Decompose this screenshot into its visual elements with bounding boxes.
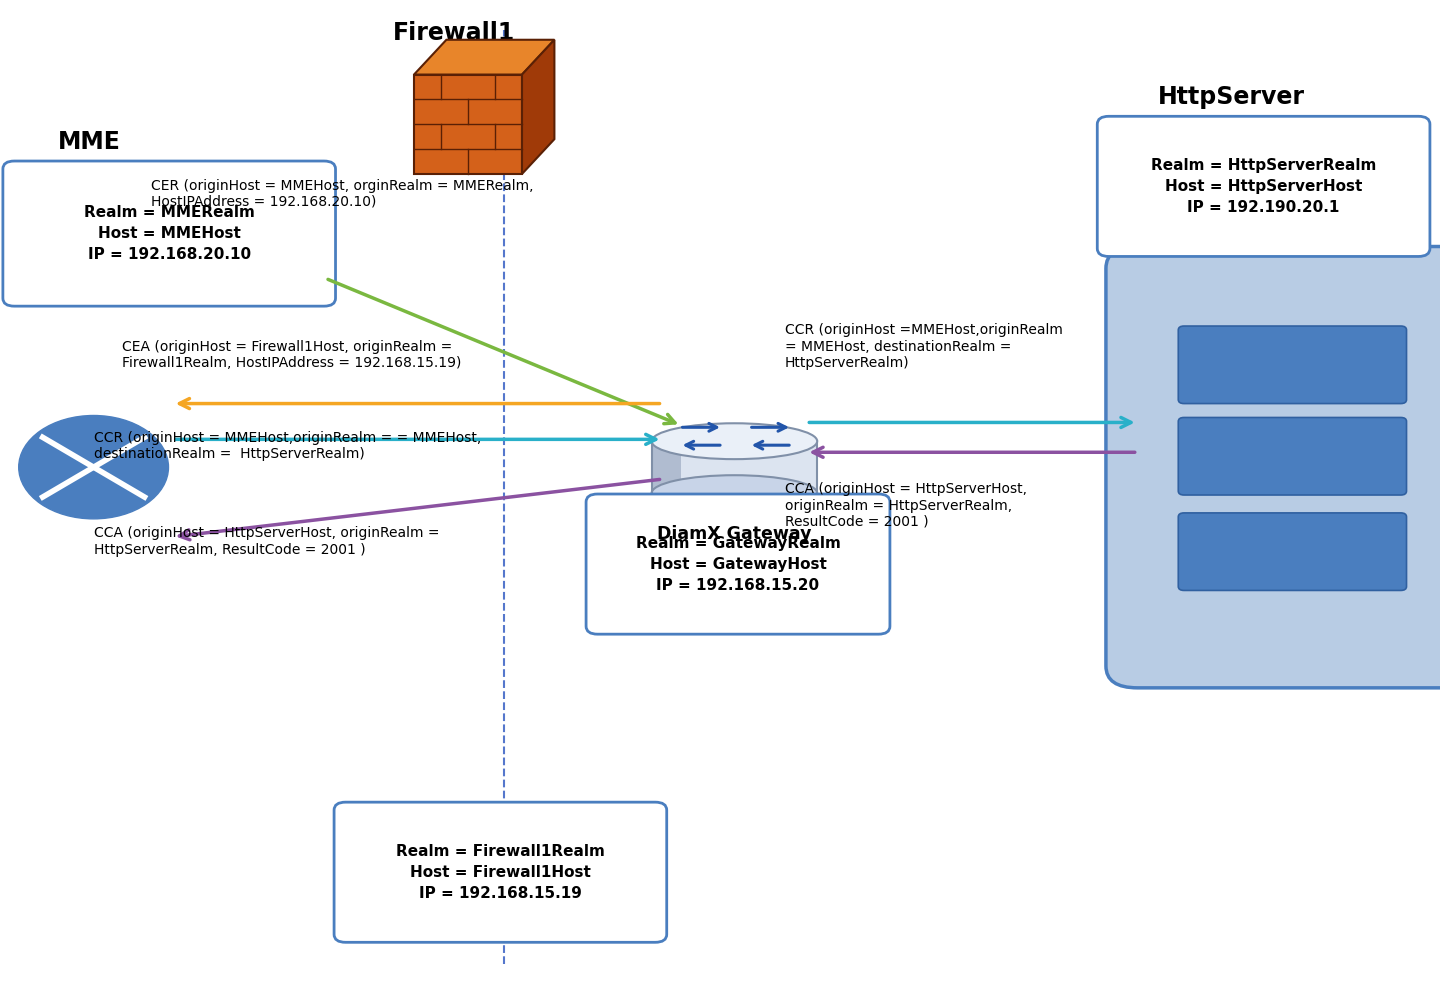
Text: Realm = GatewayRealm
Host = GatewayHost
IP = 192.168.15.20: Realm = GatewayRealm Host = GatewayHost …	[635, 536, 841, 592]
Text: CER (originHost = MMEHost, orginRealm = MMERealm,
HostIPAddress = 192.168.20.10): CER (originHost = MMEHost, orginRealm = …	[151, 179, 534, 209]
Text: Realm = MMERealm
Host = MMEHost
IP = 192.168.20.10: Realm = MMERealm Host = MMEHost IP = 192…	[84, 205, 255, 262]
Text: CCA (originHost = HttpServerHost,
originRealm = HttpServerRealm,
ResultCode = 20: CCA (originHost = HttpServerHost, origin…	[785, 482, 1027, 529]
Text: DiamX Gateway: DiamX Gateway	[657, 525, 812, 543]
Text: Realm = Firewall1Realm
Host = Firewall1Host
IP = 192.168.15.19: Realm = Firewall1Realm Host = Firewall1H…	[396, 844, 605, 901]
Text: Firewall1: Firewall1	[393, 21, 514, 45]
Text: CCA (originHost = HttpServerHost, originRealm =
HttpServerRealm, ResultCode = 20: CCA (originHost = HttpServerHost, origin…	[94, 527, 439, 557]
FancyBboxPatch shape	[1178, 417, 1407, 495]
Text: CEA (originHost = Firewall1Host, originRealm =
Firewall1Realm, HostIPAddress = 1: CEA (originHost = Firewall1Host, originR…	[122, 340, 462, 370]
FancyBboxPatch shape	[3, 161, 336, 306]
Polygon shape	[415, 75, 523, 174]
Polygon shape	[523, 40, 554, 174]
Ellipse shape	[651, 423, 818, 459]
Text: CCR (originHost =MMEHost,originRealm
= MMEHost, destinationRealm =
HttpServerRea: CCR (originHost =MMEHost,originRealm = M…	[785, 323, 1063, 370]
FancyBboxPatch shape	[1178, 326, 1407, 404]
Ellipse shape	[651, 475, 818, 511]
FancyBboxPatch shape	[586, 494, 890, 634]
Text: MME: MME	[58, 130, 121, 154]
Text: CCR (originHost = MMEHost,originRealm = = MMEHost,
destinationRealm =  HttpServe: CCR (originHost = MMEHost,originRealm = …	[94, 431, 481, 461]
Bar	[651, 441, 681, 493]
FancyBboxPatch shape	[1178, 513, 1407, 590]
Bar	[651, 441, 818, 493]
FancyBboxPatch shape	[1106, 247, 1440, 688]
Polygon shape	[415, 40, 554, 75]
Circle shape	[19, 415, 168, 519]
Text: Realm = HttpServerRealm
Host = HttpServerHost
IP = 192.190.20.1: Realm = HttpServerRealm Host = HttpServe…	[1151, 158, 1377, 215]
Text: HttpServer: HttpServer	[1158, 85, 1305, 109]
FancyBboxPatch shape	[334, 802, 667, 942]
FancyBboxPatch shape	[1097, 116, 1430, 256]
